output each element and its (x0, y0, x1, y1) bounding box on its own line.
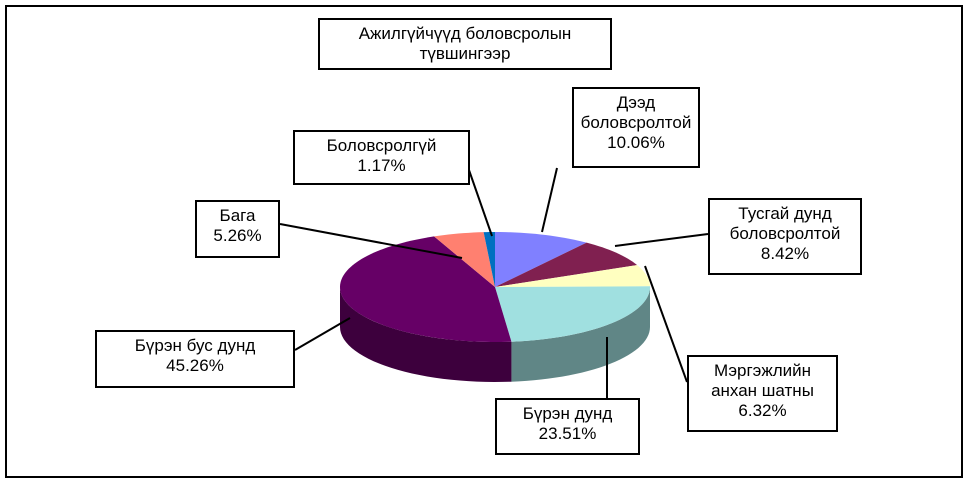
slice (495, 265, 650, 287)
leader-line (279, 223, 463, 259)
value-label: 6.32% (738, 401, 787, 420)
leader-line (294, 317, 351, 351)
label-box: Бага 5.26% (195, 200, 280, 258)
chart-border (5, 5, 963, 478)
slice-side (340, 287, 512, 382)
slice-side (511, 287, 650, 382)
value-label: 1.17% (357, 156, 406, 175)
slice (483, 232, 495, 287)
slice (495, 286, 650, 342)
category-label: Бүрэн дунд (522, 404, 613, 423)
category-label: Дээд боловсролтой (580, 93, 692, 132)
category-label: Бүрэн бус дунд (134, 336, 256, 355)
category-label: Мэргэжлийн анхан шатны (711, 361, 814, 400)
value-label: 10.06% (607, 133, 665, 152)
slice (495, 242, 638, 287)
category-label: Тусгай дунд боловсролтой (729, 204, 841, 243)
label-box: Бүрэн бус дунд 45.26% (95, 330, 295, 388)
value-label: 8.42% (760, 244, 810, 263)
category-label: Бага (219, 206, 256, 225)
label-box: Тусгай дунд боловсролтой 8.42% (708, 198, 862, 275)
label-box: Бүрэн дунд 23.51% (495, 398, 640, 455)
label-box: Боловсролгүй 1.17% (293, 130, 470, 185)
label-box: Мэргэжлийн анхан шатны 6.32% (687, 355, 838, 432)
slice (434, 232, 495, 287)
leader-line (644, 265, 688, 383)
slice (340, 236, 512, 342)
value-label: 5.26% (213, 226, 262, 245)
chart-title: Ажилгүйчүүд боловсролын түвшингээр (318, 18, 612, 70)
leader-line (541, 167, 558, 233)
slice (495, 232, 587, 287)
value-label: 45.26% (166, 356, 224, 375)
category-label: Боловсролгүй (326, 136, 437, 155)
label-box: Дээд боловсролтой 10.06% (572, 87, 700, 168)
leader-line (614, 233, 709, 247)
value-label: 23.51% (538, 424, 597, 443)
